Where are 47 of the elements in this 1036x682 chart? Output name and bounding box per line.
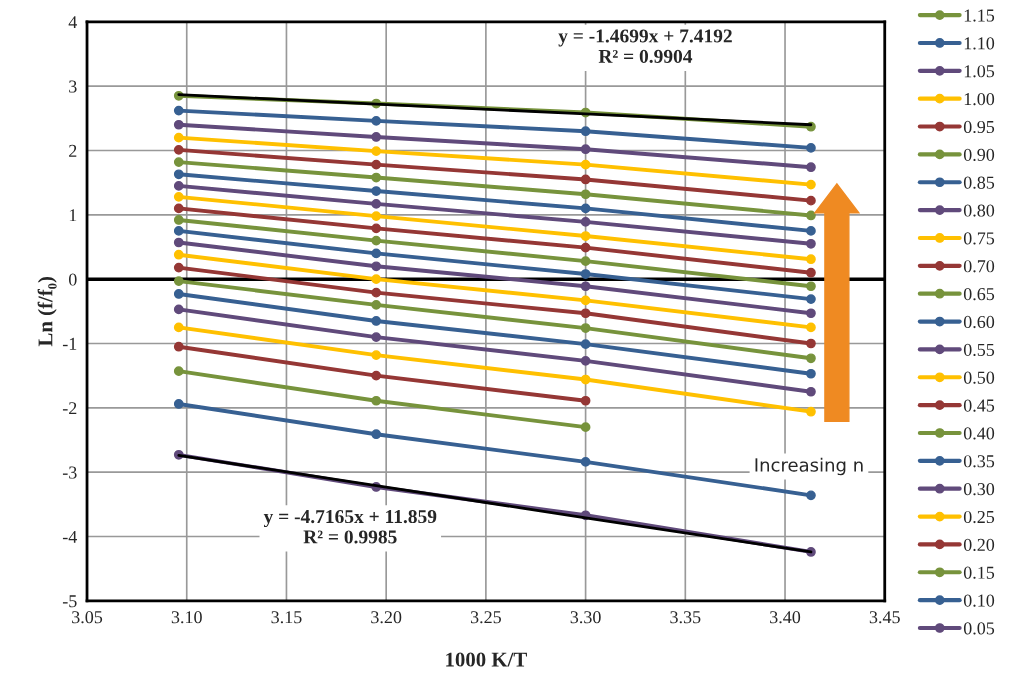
x-tick-label: 3.25: [470, 611, 501, 624]
annotation: y = -4.7165x + 11.859 R² = 0.9985: [263, 509, 437, 544]
x-tick-label: 3.40: [770, 611, 801, 624]
legend-label: 1.10: [964, 37, 995, 50]
x-tick-label: 3.35: [670, 611, 701, 624]
legend-label: 0.90: [963, 148, 995, 161]
x-axis-title: 1000 K/T: [446, 652, 527, 667]
y-tick-label: 1: [69, 209, 77, 222]
legend-label: 0.50: [963, 371, 995, 384]
legend-label: 0.95: [963, 120, 995, 134]
legend-label: 0.65: [963, 288, 995, 301]
legend-label: 0.70: [963, 260, 995, 273]
y-tick-label: -5: [62, 595, 77, 608]
legend-label: 0.10: [963, 594, 995, 607]
legend-label: 0.20: [963, 538, 995, 551]
y-tick-label: 2: [69, 144, 77, 157]
legend-label: 1.05: [964, 65, 995, 78]
y-axis-title: Ln (f/f₀): [37, 277, 57, 347]
legend-label: 0.45: [963, 399, 995, 412]
x-tick-label: 3.10: [171, 611, 202, 624]
annotation: Increasing n: [755, 457, 863, 476]
legend-label: 0.60: [963, 315, 995, 329]
x-tick-label: 3.20: [371, 611, 402, 624]
x-tick-label: 3.05: [72, 611, 103, 624]
legend-label: 0.30: [963, 483, 995, 496]
legend-label: 1.00: [964, 92, 995, 106]
legend-label: 0.80: [963, 204, 995, 217]
legend-label: 0.35: [963, 455, 995, 468]
x-tick-label: 3.30: [570, 611, 601, 624]
y-tick-label: 0: [68, 273, 77, 286]
legend-label: 1.15: [964, 9, 995, 22]
legend-label: 0.25: [963, 510, 995, 524]
legend-label: 0.40: [963, 427, 995, 440]
legend-label: 0.05: [963, 622, 995, 635]
y-tick-label: -4: [62, 530, 78, 543]
annotation: y = -1.4699x + 7.4192 R² = 0.9904: [558, 29, 732, 63]
y-tick-label: -3: [62, 466, 77, 479]
y-tick-label: -1: [62, 337, 77, 350]
y-tick-label: 4: [68, 16, 78, 29]
legend-label: 0.15: [963, 566, 995, 579]
y-tick-label: -2: [62, 402, 77, 415]
y-tick-label: 3: [69, 80, 77, 93]
legend-label: 0.85: [963, 176, 995, 189]
legend-label: 0.75: [963, 232, 995, 245]
legend-label: 0.55: [963, 343, 995, 356]
x-tick-label: 3.15: [271, 611, 302, 624]
x-tick-label: 3.45: [869, 611, 900, 624]
